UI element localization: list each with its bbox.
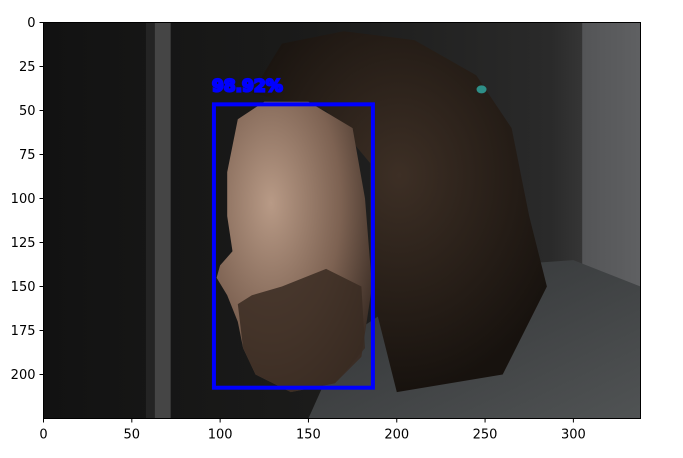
y-tick-label: 200: [11, 368, 36, 383]
x-tick-label: 250: [473, 428, 498, 443]
y-tick-label: 0: [27, 16, 35, 31]
y-tick-label: 100: [11, 192, 36, 207]
x-axis: 0 50 100 150 200 250 300: [39, 418, 586, 443]
photo-image: [43, 22, 641, 419]
x-tick-label: 300: [561, 428, 586, 443]
x-tick-label: 150: [296, 428, 321, 443]
y-tick-label: 50: [19, 104, 36, 119]
detection-label: 98.92%: [212, 76, 283, 96]
x-tick-label: 100: [208, 428, 233, 443]
y-tick-label: 25: [19, 60, 36, 75]
x-tick-label: 0: [39, 428, 47, 443]
x-tick-label: 200: [384, 428, 409, 443]
detection-box: [211, 102, 375, 390]
y-tick-label: 125: [11, 236, 36, 251]
y-tick-label: 150: [11, 280, 36, 295]
y-tick-label: 175: [11, 324, 36, 339]
y-axis: 0 25 50 75 100 125 150 175 200: [11, 16, 44, 383]
axes-frame: [43, 22, 641, 419]
x-tick-label: 50: [124, 428, 141, 443]
y-tick-label: 75: [19, 148, 36, 163]
